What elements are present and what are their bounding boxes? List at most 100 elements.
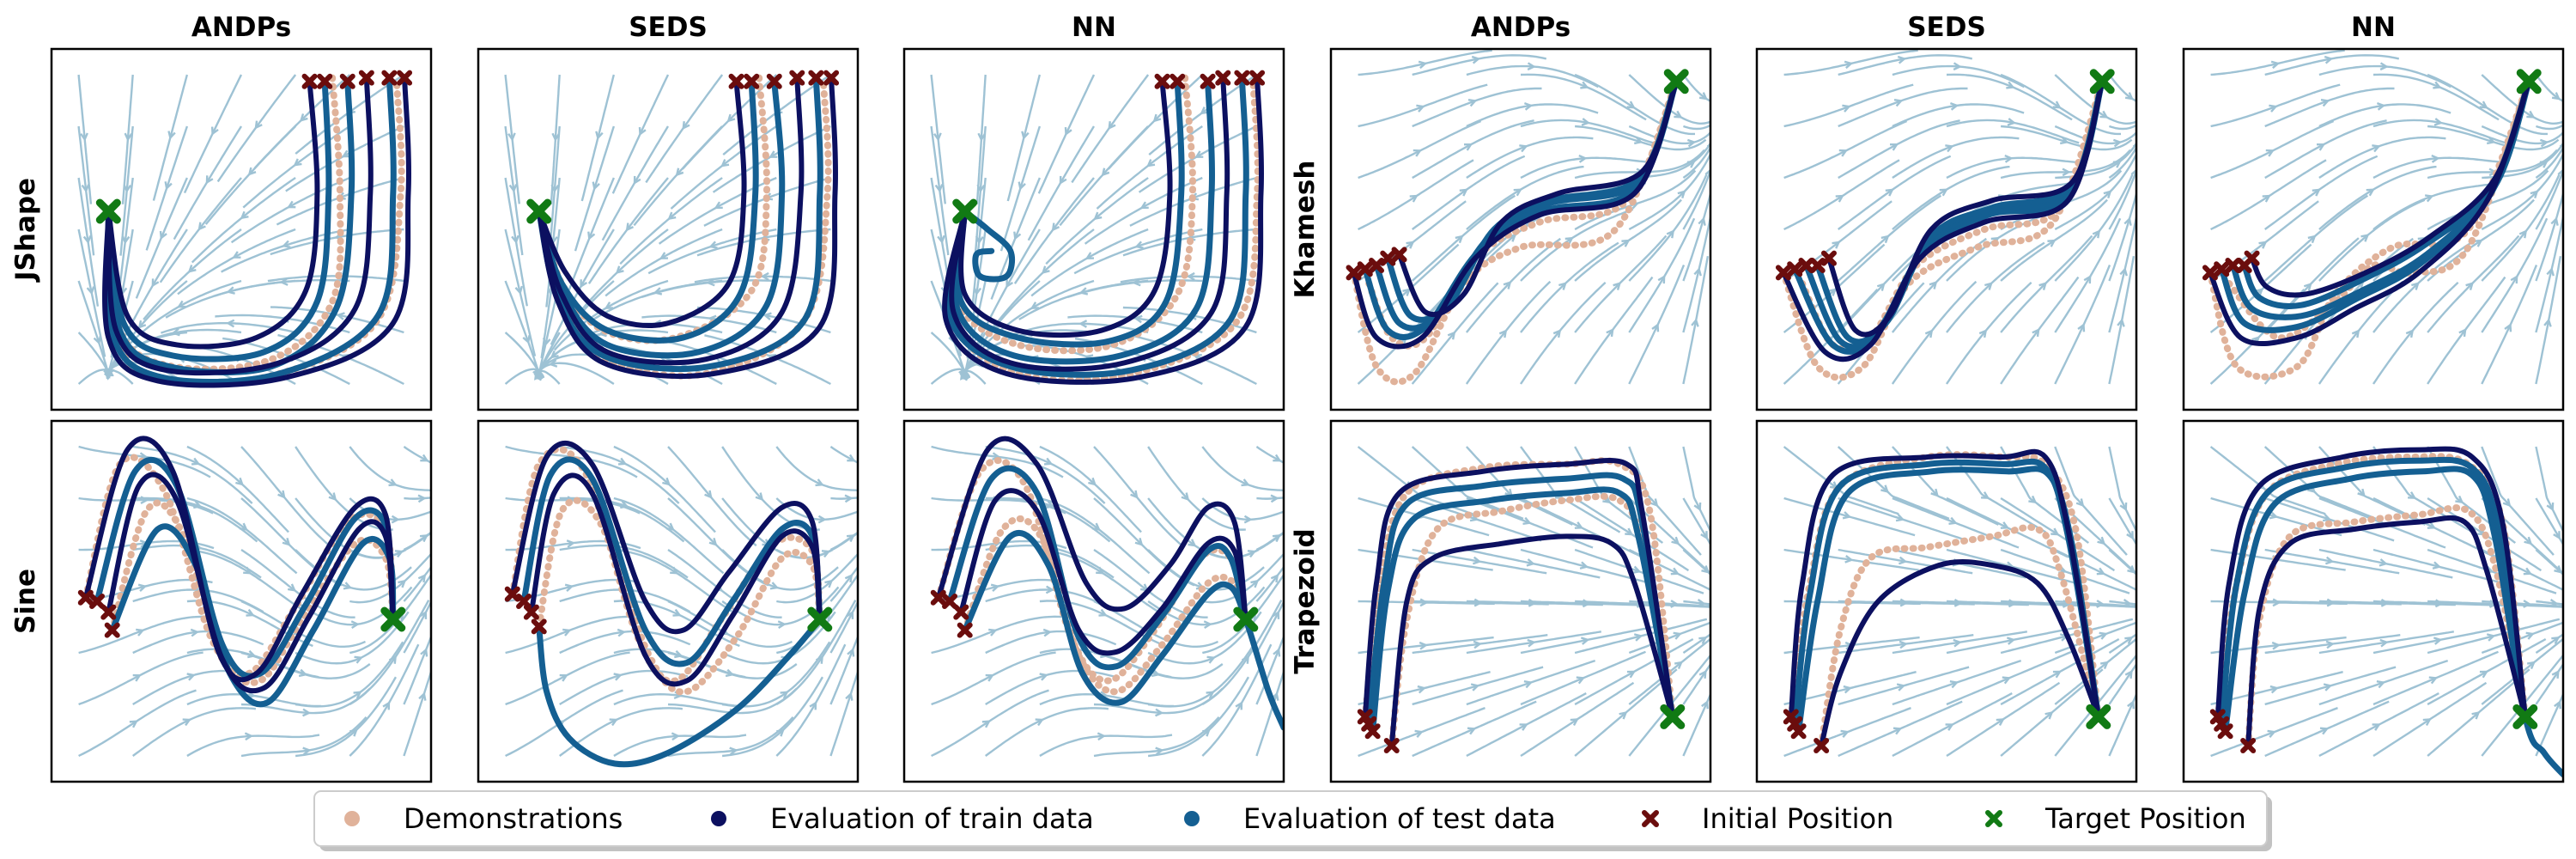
train-evaluation-trajectory: [1788, 448, 2101, 720]
stream-arrow: [419, 610, 428, 619]
stream-arrow: [1552, 329, 1562, 338]
streamline: [1682, 691, 1710, 757]
panel-trapezoid-nn: [2182, 419, 2565, 783]
stream-arrow: [235, 477, 244, 486]
stream-arrow: [2432, 561, 2442, 570]
stream-arrow: [2050, 527, 2060, 536]
stream-arrow: [1513, 188, 1522, 197]
stream-arrow: [2002, 676, 2012, 685]
initial-position-marker: [953, 604, 969, 620]
stream-arrow: [667, 211, 677, 221]
streamline: [1682, 74, 1710, 103]
test-evaluation-trajectory: [962, 530, 1284, 731]
stream-arrow: [1984, 282, 1993, 290]
stream-arrow: [2502, 498, 2512, 508]
stream-arrow: [1948, 516, 1958, 525]
stream-arrow: [293, 158, 302, 167]
stream-arrow: [977, 132, 987, 142]
demonstration-trajectory: [535, 497, 823, 696]
plot-area: [77, 70, 413, 388]
stream-arrow: [2553, 531, 2561, 540]
stream-arrow: [1523, 102, 1534, 111]
stream-arrow: [299, 113, 308, 122]
axes-frame: [1755, 47, 2138, 411]
subplot-title: NN: [1072, 12, 1116, 43]
stream-arrow: [417, 574, 427, 583]
stream-arrow: [394, 550, 404, 558]
stream-arrow: [1880, 235, 1890, 244]
stream-arrow: [809, 701, 817, 710]
demonstration-trajectory: [934, 457, 1249, 685]
stream-arrow: [2433, 81, 2442, 89]
stream-arrow: [844, 574, 854, 583]
stream-arrow: [1402, 288, 1412, 296]
stream-arrow: [2523, 600, 2532, 608]
stream-arrow: [2130, 168, 2136, 175]
axes-frame: [477, 47, 860, 411]
panel-sine-seds: [477, 419, 860, 783]
stream-arrow: [1470, 683, 1480, 691]
train-evaluation-trajectory: [528, 472, 823, 687]
initial-position-marker: [89, 594, 106, 609]
plot-area: [1346, 49, 1710, 386]
initial-position-marker: [1249, 70, 1266, 86]
initial-position-marker: [1391, 247, 1407, 263]
target-position-marker: [952, 198, 978, 224]
stream-arrow: [559, 673, 568, 682]
streamline: [2054, 265, 2111, 385]
stream-arrow: [1093, 211, 1103, 221]
stream-arrow: [1844, 60, 1854, 70]
legend-marker: [1642, 810, 1659, 827]
legend-label: Target Position: [2044, 802, 2246, 835]
target-position-marker: [2089, 69, 2115, 94]
initial-position-marker: [358, 70, 374, 86]
initial-position-marker: [1814, 738, 1830, 753]
stream-arrow: [1619, 711, 1628, 720]
stream-arrow: [1842, 511, 1852, 520]
stream-arrow: [2267, 729, 2276, 738]
stream-arrow: [2007, 118, 2017, 126]
streamline: [1682, 446, 1710, 533]
streamline: [1039, 734, 1173, 758]
stream-arrow: [1021, 131, 1030, 140]
stream-arrow: [2127, 565, 2136, 574]
stream-arrow: [1186, 271, 1195, 281]
stream-arrow: [2097, 536, 2106, 545]
stream-arrow: [354, 655, 363, 664]
initial-position-marker: [1809, 258, 1826, 273]
stream-arrow: [662, 477, 671, 486]
axes-frame: [1329, 419, 1712, 783]
streamline: [295, 641, 404, 708]
stream-arrow: [1978, 329, 1988, 338]
initial-position-marker: [100, 604, 117, 620]
test-evaluation-trajectory: [536, 616, 823, 768]
stream-arrow: [2551, 636, 2561, 645]
stream-arrow: [2504, 323, 2512, 332]
stream-arrow: [1155, 708, 1164, 717]
streamlines: [931, 445, 1284, 758]
stream-arrow: [762, 312, 772, 320]
stream-arrow: [1606, 327, 1614, 338]
stream-arrow: [2510, 274, 2518, 284]
stream-arrow: [2269, 511, 2279, 520]
axes-frame: [902, 419, 1285, 783]
test-evaluation-trajectory: [1370, 486, 1676, 734]
stream-arrow: [1895, 514, 1905, 522]
stream-arrow: [391, 515, 400, 524]
stream-arrow: [1580, 637, 1590, 645]
stream-arrow: [328, 492, 337, 502]
stream-arrow: [725, 668, 735, 678]
stream-arrow: [2530, 190, 2539, 198]
streamline: [2536, 124, 2563, 131]
panel-khamesh-seds: SEDS: [1755, 12, 2138, 411]
stream-arrow: [1250, 579, 1260, 588]
streamlines: [1357, 446, 1710, 758]
streamline: [931, 689, 1049, 758]
stream-arrow: [1939, 188, 1948, 197]
stream-arrow: [1698, 636, 1708, 645]
stream-arrow: [1981, 491, 1990, 499]
stream-arrow: [580, 279, 588, 289]
stream-arrow: [1078, 320, 1088, 328]
stream-arrow: [1018, 181, 1026, 191]
train-evaluation-trajectory: [106, 472, 396, 694]
